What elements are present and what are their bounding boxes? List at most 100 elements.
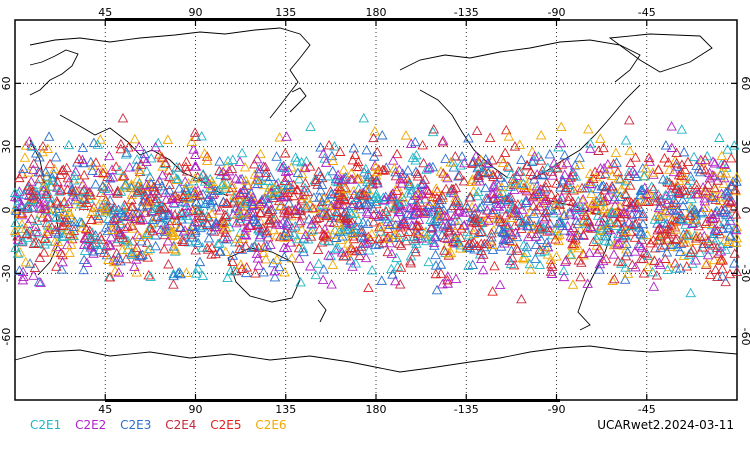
occultation-marker: [723, 236, 735, 246]
occultation-marker: [214, 246, 225, 256]
occultation-marker: [327, 155, 339, 165]
occultation-marker: [707, 232, 718, 243]
occultation-marker: [640, 162, 652, 173]
occultation-marker: [262, 193, 274, 203]
occultation-marker: [508, 259, 520, 270]
occultation-marker: [9, 225, 21, 236]
occultation-marker: [518, 171, 529, 182]
occultation-marker: [393, 206, 405, 217]
occultation-marker: [625, 157, 636, 168]
occultation-marker: [497, 226, 508, 236]
occultation-marker: [77, 222, 88, 233]
occultation-marker: [181, 200, 192, 210]
occultation-marker: [682, 156, 694, 167]
occultation-marker: [520, 197, 532, 207]
occultation-marker: [330, 243, 342, 253]
occultation-marker: [455, 243, 466, 253]
occultation-marker: [430, 249, 441, 260]
occultation-marker: [192, 217, 204, 227]
occultation-marker: [723, 194, 735, 205]
occultation-marker: [495, 172, 506, 182]
occultation-marker: [607, 275, 618, 285]
occultation-marker: [686, 193, 697, 204]
occultation-marker: [24, 185, 35, 195]
occultation-marker: [313, 258, 324, 268]
occultation-marker: [40, 166, 51, 177]
occultation-marker: [86, 232, 97, 242]
occultation-marker: [233, 205, 245, 216]
occultation-marker: [476, 216, 488, 227]
occultation-marker: [226, 182, 238, 193]
occultation-marker: [218, 233, 229, 243]
occultation-marker: [491, 169, 503, 179]
occultation-marker: [563, 175, 575, 185]
occultation-marker: [581, 204, 593, 215]
occultation-marker: [371, 174, 382, 185]
occultation-marker: [729, 140, 740, 150]
lon-label-bottom: -135: [454, 403, 479, 416]
occultation-marker: [429, 240, 440, 250]
occultation-marker: [214, 156, 225, 166]
occultation-marker: [39, 233, 50, 243]
occultation-marker: [330, 175, 342, 186]
occultation-marker: [697, 241, 708, 252]
occultation-marker: [249, 169, 261, 179]
occultation-marker: [87, 206, 98, 216]
occultation-marker: [585, 221, 596, 232]
occultation-marker: [206, 224, 217, 235]
occultation-marker: [250, 174, 262, 185]
occultation-marker: [516, 204, 528, 214]
occultation-marker: [443, 225, 455, 235]
occultation-marker: [693, 220, 704, 231]
occultation-marker: [546, 268, 558, 278]
occultation-marker: [94, 231, 106, 241]
occultation-marker: [641, 188, 652, 198]
occultation-marker: [474, 175, 486, 186]
occultation-marker: [527, 223, 539, 234]
occultation-marker: [194, 256, 206, 267]
occultation-marker: [397, 172, 409, 183]
occultation-marker: [707, 192, 718, 203]
occultation-marker: [52, 197, 63, 208]
occultation-marker: [189, 172, 201, 183]
lon-label-top: -90: [548, 6, 566, 19]
occultation-marker: [701, 202, 712, 213]
occultation-marker: [523, 231, 534, 242]
occultation-marker: [453, 206, 464, 216]
occultation-marker: [17, 274, 29, 285]
occultation-marker: [609, 273, 620, 284]
occultation-marker: [334, 146, 346, 156]
occultation-marker: [636, 242, 648, 252]
occultation-marker: [505, 192, 517, 202]
occultation-marker: [668, 199, 679, 209]
occultation-marker: [52, 176, 63, 187]
occultation-marker: [129, 133, 141, 144]
occultation-marker: [494, 279, 506, 289]
occultation-marker: [81, 224, 92, 234]
occultation-marker: [300, 229, 311, 240]
occultation-marker: [187, 221, 198, 231]
occultation-marker: [239, 225, 251, 236]
occultation-marker: [220, 181, 231, 192]
occultation-marker: [133, 207, 145, 218]
occultation-marker: [98, 247, 110, 257]
occultation-marker: [394, 238, 405, 248]
occultation-marker: [690, 255, 702, 265]
occultation-marker: [637, 218, 649, 229]
occultation-marker: [311, 213, 322, 223]
occultation-marker: [368, 132, 379, 143]
occultation-marker: [52, 236, 64, 246]
occultation-marker: [497, 187, 508, 197]
occultation-marker: [527, 169, 538, 180]
occultation-marker: [580, 210, 592, 220]
occultation-marker: [591, 234, 603, 244]
occultation-marker: [650, 210, 662, 221]
occultation-marker: [122, 210, 134, 221]
occultation-marker: [24, 135, 35, 146]
occultation-marker: [56, 264, 68, 274]
occultation-marker: [128, 248, 139, 258]
occultation-marker: [294, 217, 305, 228]
occultation-marker: [657, 173, 669, 184]
occultation-marker: [704, 218, 715, 228]
occultation-marker: [222, 198, 233, 208]
